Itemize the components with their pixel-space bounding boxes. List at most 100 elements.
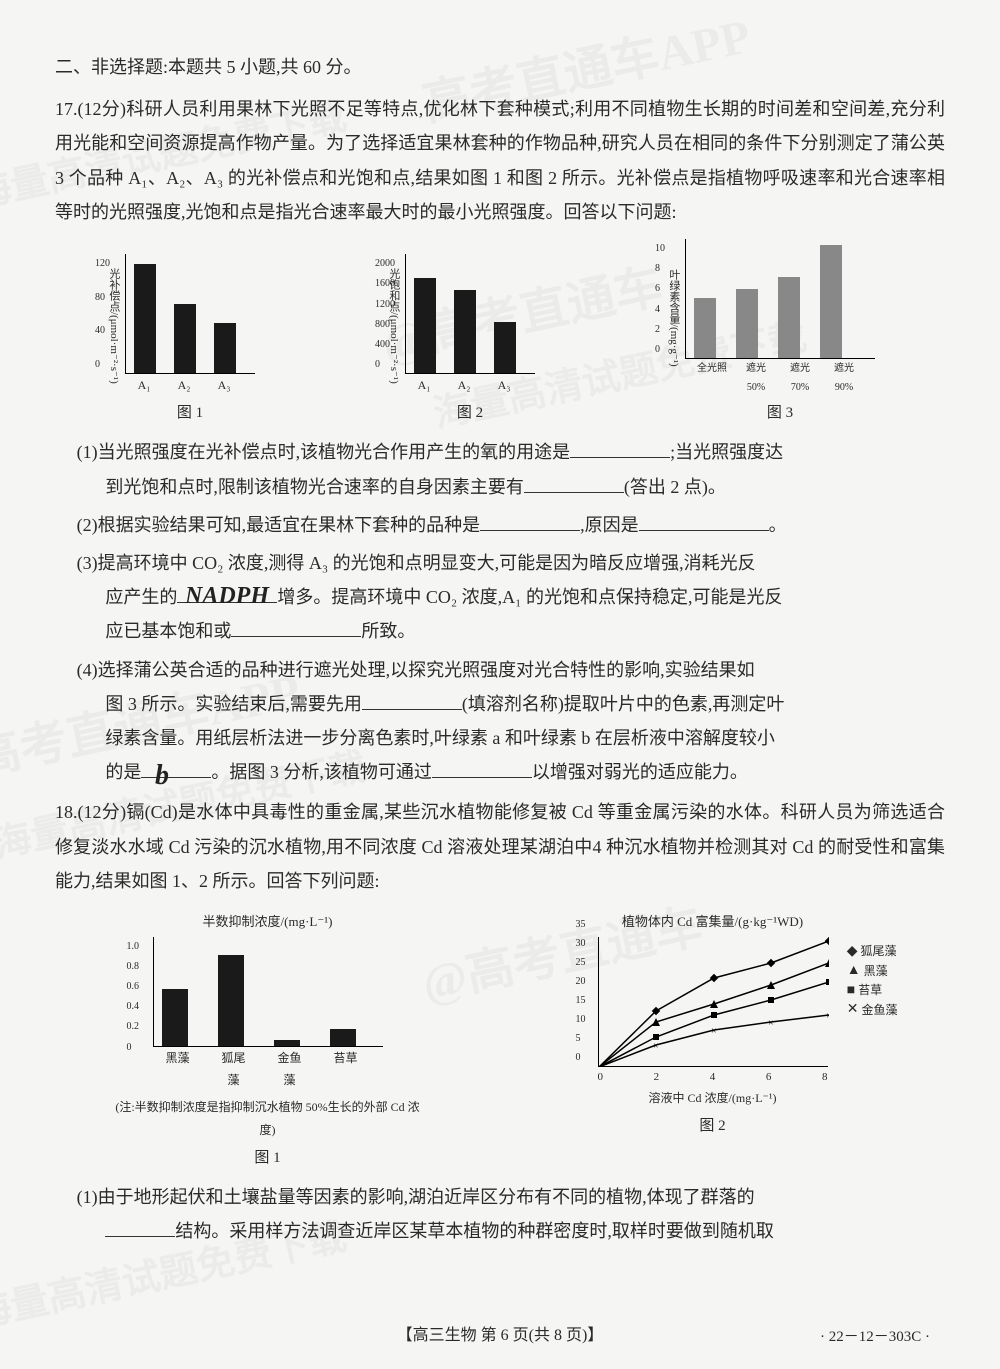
section-header: 二、非选择题:本题共 5 小题,共 60 分。: [55, 50, 945, 84]
fig1-cat: A₃: [213, 374, 235, 397]
q17-fig1: 光补偿点/(μmol·m⁻²·s⁻¹) 04080120 A₁ A₂ A₃ 图 …: [125, 254, 255, 427]
q18-charts-row: 半数抑制浓度/(mg·L⁻¹) 00.20.40.60.81.0 黑藻 狐尾藻 …: [55, 910, 945, 1172]
svg-text:×: ×: [768, 1018, 774, 1029]
q18f1-bar-2: [218, 955, 244, 1045]
q18-fig1: 半数抑制浓度/(mg·L⁻¹) 00.20.40.60.81.0 黑藻 狐尾藻 …: [108, 910, 428, 1172]
text: 到光饱和点时,限制该植物光合速率的自身因素主要有: [105, 477, 524, 497]
q18f1-cat: 金鱼藻: [273, 1047, 307, 1093]
fig1-label: 图 1: [177, 399, 203, 428]
fig3-cat: 全光照: [693, 359, 731, 397]
text: 以增强对弱光的适应能力。: [532, 762, 748, 782]
q17-sub4-cont3: 的是。据图 3 分析,该植物可通过以增强对弱光的适应能力。 b: [55, 755, 945, 789]
text: (4)选择蒲公英合适的品种进行遮光处理,以探究光照强度对光合特性的影响,实验结果…: [77, 660, 755, 680]
q18-fig1-title: 半数抑制浓度/(mg·L⁻¹): [203, 910, 333, 935]
fig3-bar-2: [736, 289, 758, 358]
fig1-cat: A₂: [173, 374, 195, 397]
q17-stem: 17.(12分)科研人员利用果林下光照不足等特点,优化林下套种模式;利用不同植物…: [55, 92, 945, 229]
fig3-bar-4: [820, 245, 842, 358]
text: 绿素含量。用纸层析法进一步分离色素时,叶绿素 a 和叶绿素 b 在层析液中溶解度…: [105, 728, 775, 748]
fig2-bar-a3: [494, 322, 516, 373]
fig1-bar-a3: [214, 323, 236, 373]
text: ;当光照强度达: [670, 442, 783, 462]
q18-fig2-title: 植物体内 Cd 富集量/(g·kg⁻¹WD): [622, 910, 803, 935]
fig3-ylabel: 叶绿素含量/(mg·g⁻¹): [663, 239, 684, 397]
text: (2)根据实验结果可知,最适宜在果林下套种的品种是: [77, 515, 481, 535]
q17-sub2: (2)根据实验结果可知,最适宜在果林下套种的品种是 ,原因是 。: [55, 508, 945, 542]
fig2-bar-a2: [454, 290, 476, 373]
q18-sub1-cont: 结构。采用样方法调查近岸区某草本植物的种群密度时,取样时要做到随机取: [55, 1214, 945, 1248]
text: 图 3 所示。实验结束后,需要先用: [105, 694, 362, 714]
text: 。: [769, 515, 787, 535]
blank: [570, 439, 670, 459]
q18f1-cat: 黑藻: [161, 1047, 195, 1093]
q17-sub4-cont2: 绿素含量。用纸层析法进一步分离色素时,叶绿素 a 和叶绿素 b 在层析液中溶解度…: [55, 721, 945, 755]
svg-text:×: ×: [711, 1026, 717, 1037]
text: (1)当光照强度在光补偿点时,该植物光合作用产生的氧的用途是: [77, 442, 571, 462]
q17-sub1-cont: 到光饱和点时,限制该植物光合速率的自身因素主要有 (答出 2 点)。: [55, 470, 945, 504]
svg-text:×: ×: [653, 1041, 659, 1052]
text: 应产生的: [105, 587, 177, 607]
q18-fig1-label: 图 1: [254, 1144, 280, 1173]
blank: [362, 690, 462, 710]
text: 结构。采用样方法调查近岸区某草本植物的种群密度时,取样时要做到随机取: [175, 1221, 774, 1241]
q17-sub1: (1)当光照强度在光补偿点时,该植物光合作用产生的氧的用途是 ;当光照强度达: [55, 435, 945, 469]
blank: [480, 511, 580, 531]
text: 的是: [105, 762, 141, 782]
fig3-bar-3: [778, 277, 800, 358]
text: (1)由于地形起伏和土壤盐量等因素的影响,湖泊近岸区分布有不同的植物,体现了群落…: [77, 1187, 755, 1207]
fig1-bar-a2: [174, 304, 196, 373]
fig2-bar-a1: [414, 278, 436, 373]
handwriting: NADPH: [185, 574, 269, 620]
text: (填溶剂名称)提取叶片中的色素,再测定叶: [462, 694, 785, 714]
fig3-label: 图 3: [767, 399, 793, 428]
fig1-cat: A₁: [133, 374, 155, 397]
fig3-cat: 遮光70%: [781, 359, 819, 397]
text: (3)提高环境中 CO₂ 浓度,测得 A₃ 的光饱和点明显变大,可能是因为暗反应…: [77, 553, 756, 573]
legend-item: 狐尾藻: [861, 943, 897, 960]
blank: [105, 1218, 175, 1238]
q17-charts-row: 光补偿点/(μmol·m⁻²·s⁻¹) 04080120 A₁ A₂ A₃ 图 …: [55, 239, 945, 428]
q18f1-cat: 苔草: [329, 1047, 363, 1093]
legend-item: 苔草: [858, 982, 882, 999]
q18f1-bar-3: [274, 1040, 300, 1045]
q18-sub1: (1)由于地形起伏和土壤盐量等因素的影响,湖泊近岸区分布有不同的植物,体现了群落…: [55, 1180, 945, 1214]
text: 所致。: [361, 621, 415, 641]
text: (答出 2 点)。: [624, 477, 726, 497]
q18-fig1-note: (注:半数抑制浓度是指抑制沉水植物 50%生长的外部 Cd 浓度): [108, 1096, 428, 1142]
text: 增多。提高环境中 CO₂ 浓度,A₁ 的光饱和点保持稳定,可能是光反: [277, 587, 782, 607]
blank: [639, 511, 769, 531]
q17-sub4: (4)选择蒲公英合适的品种进行遮光处理,以探究光照强度对光合特性的影响,实验结果…: [55, 653, 945, 687]
q18-fig2: 植物体内 Cd 富集量/(g·kg⁻¹WD) 05101520253035: [533, 910, 893, 1141]
fig3-cat: 遮光50%: [737, 359, 775, 397]
q18-stem: 18.(12分)镉(Cd)是水体中具毒性的重金属,某些沉水植物能修复被 Cd 等…: [55, 795, 945, 898]
blank: [432, 758, 532, 778]
fig2-cat: A₃: [493, 374, 515, 397]
text: 应已基本饱和或: [105, 621, 231, 641]
q17-sub3-cont: 应产生的增多。提高环境中 CO₂ 浓度,A₁ 的光饱和点保持稳定,可能是光反 N…: [55, 580, 945, 614]
legend-item: 金鱼藻: [861, 1002, 897, 1019]
fig2-label: 图 2: [457, 399, 483, 428]
legend-item: 黑藻: [864, 963, 888, 980]
fig2-cat: A₁: [413, 374, 435, 397]
q18-fig2-label: 图 2: [699, 1112, 725, 1141]
fig3-bar-1: [694, 298, 716, 358]
blank: [524, 473, 624, 493]
q17-sub4-cont: 图 3 所示。实验结束后,需要先用 (填溶剂名称)提取叶片中的色素,再测定叶: [55, 687, 945, 721]
page-code: · 22－12－303C ·: [820, 1323, 930, 1352]
q18f1-bar-4: [330, 1029, 356, 1045]
q18-fig2-plot: × × × ×: [598, 937, 828, 1067]
text: 。据图 3 分析,该植物可通过: [211, 762, 432, 782]
svg-text:×: ×: [826, 1011, 829, 1022]
fig3-cat: 遮光90%: [825, 359, 863, 397]
blank: [231, 618, 361, 638]
blank: [141, 758, 211, 778]
fig2-cat: A₂: [453, 374, 475, 397]
q17-fig2: 光饱和点/(μmol·m⁻²·s⁻¹) 0400800120016002000 …: [405, 254, 535, 427]
q17-fig3: 叶绿素含量/(mg·g⁻¹) 0246810 全光照 遮光50% 遮光70% 遮…: [685, 239, 875, 428]
q18-fig2-xlabel: 溶液中 Cd 浓度/(mg·L⁻¹): [598, 1087, 828, 1110]
handwriting: b: [155, 749, 169, 802]
q18f1-bar-1: [162, 989, 188, 1046]
text: ,原因是: [580, 515, 639, 535]
q18f1-cat: 狐尾藻: [217, 1047, 251, 1093]
q18-fig2-legend: ◆狐尾藻 ▲黑藻 ■苔草 ✕金鱼藻: [847, 942, 898, 1020]
